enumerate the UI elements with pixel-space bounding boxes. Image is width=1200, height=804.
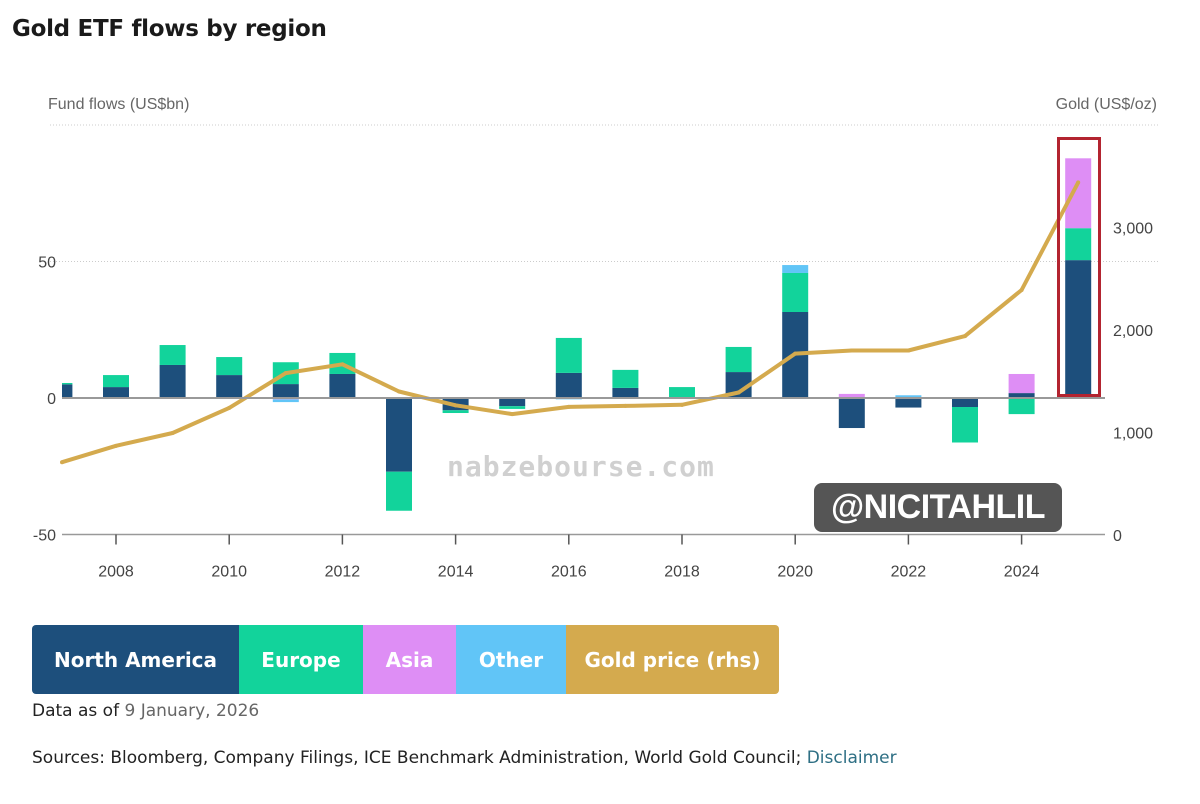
gold-price-point-2018[interactable]: [680, 402, 684, 407]
bar-north-america-2024[interactable]: [1008, 393, 1035, 398]
bar-north-america-2021[interactable]: [838, 398, 865, 429]
gold-price-point-2023[interactable]: [963, 334, 967, 339]
gold-price-point-2016[interactable]: [566, 404, 571, 409]
note-date: 9 January, 2026: [124, 701, 260, 721]
y-tick-label: 0: [47, 391, 56, 408]
bar-europe-2014[interactable]: [442, 410, 469, 414]
bar-europe-2019[interactable]: [725, 346, 752, 373]
bar-europe-2023[interactable]: [952, 407, 978, 443]
gold-price-point-2025[interactable]: [1076, 180, 1081, 185]
gold-price-point-2014[interactable]: [453, 403, 458, 408]
y-axis-title: Fund flows (US$bn): [48, 96, 189, 113]
bar-other-2011[interactable]: [272, 399, 299, 403]
gold-price-line[interactable]: [61, 181, 1080, 465]
highlight-box-2025: [1057, 137, 1101, 397]
y-tick-label: -50: [33, 528, 56, 545]
bar-other-2020[interactable]: [782, 265, 809, 273]
gold-price-point-2017[interactable]: [623, 403, 628, 408]
bar-europe-2013[interactable]: [386, 471, 412, 511]
gold-price-point-2007[interactable]: [60, 460, 64, 465]
gold-price-point-2021[interactable]: [849, 348, 854, 353]
bar-north-america-2013[interactable]: [386, 398, 412, 472]
x-tick-label: 2018: [664, 564, 700, 581]
y2-tick-label: 2,000: [1113, 323, 1153, 340]
bar-europe-2018[interactable]: [669, 387, 695, 398]
gold-price-point-2010[interactable]: [227, 405, 232, 410]
y2-tick-label: 1,000: [1113, 426, 1153, 443]
bar-north-america-2017[interactable]: [612, 387, 639, 398]
bar-europe-2010[interactable]: [216, 357, 243, 376]
x-tick-label: 2008: [98, 564, 134, 581]
site-watermark: nabzebourse.com: [447, 450, 715, 483]
x-tick-label: 2020: [777, 564, 813, 581]
gold-price-point-2012[interactable]: [340, 362, 345, 367]
gold-price-point-2009[interactable]: [170, 431, 175, 436]
sources-text: Sources: Bloomberg, Company Filings, ICE…: [32, 748, 807, 768]
x-tick-label: 2024: [1004, 564, 1040, 581]
legend-label: Asia: [385, 647, 434, 672]
gold-price-point-2024[interactable]: [1019, 288, 1024, 293]
x-tick-label: 2014: [438, 564, 474, 581]
bar-north-america-2008[interactable]: [103, 387, 129, 398]
bar-north-america-2012[interactable]: [329, 373, 356, 398]
bar-asia-2025[interactable]: [1065, 158, 1092, 229]
bar-north-america-2022[interactable]: [895, 398, 922, 408]
chart-title: Gold ETF flows by region: [12, 16, 327, 42]
bar-asia-2024[interactable]: [1008, 373, 1035, 394]
bar-europe-2020[interactable]: [782, 272, 809, 313]
bar-europe-2015[interactable]: [499, 406, 526, 409]
y2-tick-label: 3,000: [1113, 221, 1153, 238]
legend-item-europe[interactable]: Europe: [239, 625, 363, 694]
bar-europe-2007[interactable]: [62, 382, 73, 385]
note-prefix: Data as of: [32, 701, 125, 721]
legend-item-asia[interactable]: Asia: [363, 625, 456, 694]
bar-north-america-2023[interactable]: [952, 398, 978, 408]
sources-line: Sources: Bloomberg, Company Filings, ICE…: [32, 748, 897, 768]
gold-price-point-2013[interactable]: [397, 389, 401, 394]
bar-europe-2016[interactable]: [555, 337, 582, 373]
y2-tick-label: 0: [1113, 528, 1122, 545]
bar-europe-2017[interactable]: [612, 369, 639, 388]
data-date-note: Data as of 9 January, 2026: [32, 701, 259, 721]
legend: North America Europe Asia Other Gold pri…: [32, 625, 779, 694]
bar-asia-2021[interactable]: [838, 393, 865, 398]
legend-label: North America: [53, 647, 218, 672]
gold-price-point-2015[interactable]: [510, 412, 515, 417]
legend-label: Europe: [261, 647, 341, 672]
gold-price-point-2022[interactable]: [906, 348, 911, 353]
legend-item-north-america[interactable]: North America: [32, 625, 239, 694]
chart-area: 50 0 -50 3,000 2,000 1,000 0 2008 2010 2012 2014 20…: [33, 96, 1160, 581]
bar-north-america-2011[interactable]: [272, 384, 299, 398]
bar-north-america-2015[interactable]: [499, 398, 526, 407]
bar-north-america-2016[interactable]: [555, 372, 582, 398]
bar-europe-2024[interactable]: [1008, 398, 1035, 415]
gold-price-point-2011[interactable]: [283, 371, 288, 376]
legend-item-gold-price[interactable]: Gold price (rhs): [566, 625, 779, 694]
bar-north-america-2009[interactable]: [159, 364, 186, 398]
bar-europe-2025[interactable]: [1065, 228, 1092, 261]
bar-north-america-2007[interactable]: [62, 384, 73, 398]
x-tick-label: 2022: [891, 564, 927, 581]
bar-europe-2009[interactable]: [159, 345, 186, 365]
gold-price-point-2019[interactable]: [736, 390, 741, 395]
bar-north-america-2010[interactable]: [216, 375, 243, 398]
legend-label: Other: [478, 647, 544, 672]
y-tick-label: 50: [38, 255, 56, 272]
gold-price-point-2008[interactable]: [114, 443, 118, 448]
handle-watermark: @NICITAHLIL: [814, 483, 1062, 532]
legend-item-other[interactable]: Other: [456, 625, 566, 694]
bar-europe-2008[interactable]: [103, 375, 129, 388]
bar-other-2022[interactable]: [895, 395, 922, 398]
legend-label: Gold price (rhs): [584, 647, 761, 672]
x-tick-label: 2016: [551, 564, 587, 581]
gold-price-point-2020[interactable]: [793, 351, 798, 356]
disclaimer-link[interactable]: Disclaimer: [806, 748, 897, 768]
x-tick-label: 2010: [211, 564, 247, 581]
bar-north-america-2025[interactable]: [1065, 260, 1092, 398]
x-tick-label: 2012: [325, 564, 361, 581]
y2-axis-title: Gold (US$/oz): [1056, 96, 1157, 113]
